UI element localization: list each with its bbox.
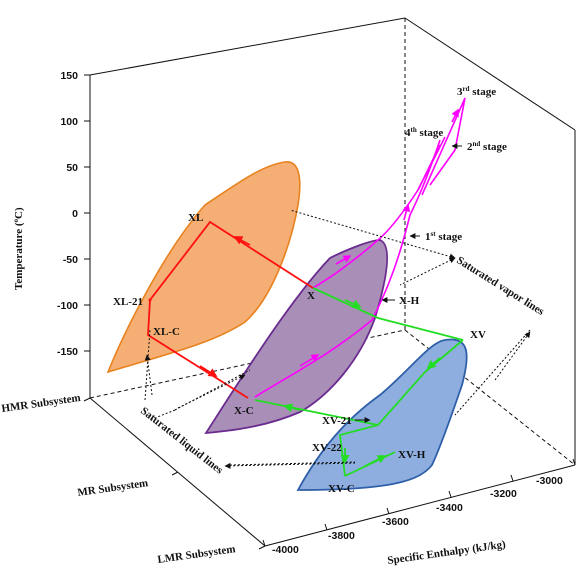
enthalpy-tick-labels: -4000 -3800 -3600 -3400 -3200 -3000	[272, 475, 563, 556]
subsystem-label-mr: MR Subsystem	[77, 477, 149, 499]
leader-liquid-mid	[177, 374, 246, 409]
axis-right-top	[404, 17, 576, 131]
mr-refrigerant-path	[254, 287, 464, 477]
subsystem-ticks	[83, 397, 266, 550]
tick-t-100: 100	[60, 116, 78, 128]
tick-h-3800: -3800	[328, 530, 355, 542]
leader-liquid-left	[144, 354, 153, 396]
axis-bottom-right	[264, 464, 576, 547]
tick-h-4000: -4000	[272, 544, 299, 556]
saturated-vapor-lines-label: Saturated vapor lines	[454, 254, 546, 318]
temperature-tick-labels: 150 100 50 0 -50 -100 -150	[57, 70, 78, 358]
state-xl21: XL-21	[113, 296, 143, 308]
stage-2-label: 2nd stage	[467, 140, 507, 153]
state-xh: X-H	[399, 295, 420, 307]
state-labels: XL XL-21 XL-C X X-H X-C XV XV-21 XV-22 X…	[113, 212, 486, 495]
state-xl: XL	[188, 212, 203, 224]
tick-h-3000: -3000	[536, 475, 563, 487]
tick-h-3400: -3400	[436, 502, 463, 514]
saturated-liquid-lines-label: Saturated liquid lines	[138, 405, 225, 477]
mr-dome	[204, 239, 389, 435]
subsystem-label-hmr: HMR Subsystem	[1, 392, 82, 415]
tick-t-0: 0	[72, 208, 78, 220]
compressor-path	[254, 97, 466, 398]
state-xc: X-C	[234, 405, 254, 417]
state-xlc: XL-C	[153, 326, 180, 338]
axis-back-top	[89, 17, 406, 76]
hmr-dome	[106, 161, 301, 374]
tick-t-150: 150	[60, 70, 78, 82]
temperature-axis-title: Temperature (oC)	[12, 207, 25, 290]
tick-t-minus100: -100	[57, 300, 78, 312]
state-xvc: XV-C	[328, 483, 355, 495]
state-xv21: XV-21	[322, 415, 352, 427]
enthalpy-ticks	[262, 458, 576, 547]
annotation-leaders	[144, 209, 531, 466]
leader-vapor-right	[494, 331, 531, 381]
temperature-ticks	[84, 74, 90, 352]
state-xv: XV	[470, 329, 486, 341]
lmr-dome	[296, 338, 468, 491]
hmr-state-xl21-point	[148, 298, 152, 302]
leader-liquid-bottom	[224, 462, 356, 469]
tick-t-minus150: -150	[57, 346, 78, 358]
tick-t-50: 50	[66, 162, 78, 174]
stage-3-label: 3rd stage	[457, 85, 496, 98]
state-label-arrows	[355, 143, 462, 423]
stage-1-label: 1st stage	[425, 230, 462, 243]
state-x: X	[307, 290, 315, 302]
stage-4-label: 4th stage	[405, 126, 443, 139]
tick-h-3600: -3600	[382, 516, 409, 528]
stage-labels: 1st stage 2nd stage 3rd stage 4th stage	[405, 85, 507, 243]
enthalpy-axis-title: Specific Enthalpy (kJ/kg)	[387, 538, 507, 567]
tick-h-3200: -3200	[490, 488, 517, 500]
tick-t-minus50: -50	[63, 254, 78, 266]
state-xvh: XV-H	[398, 449, 426, 461]
state-xv22: XV-22	[312, 442, 342, 454]
subsystem-label-lmr: LMR Subsystem	[157, 543, 236, 566]
